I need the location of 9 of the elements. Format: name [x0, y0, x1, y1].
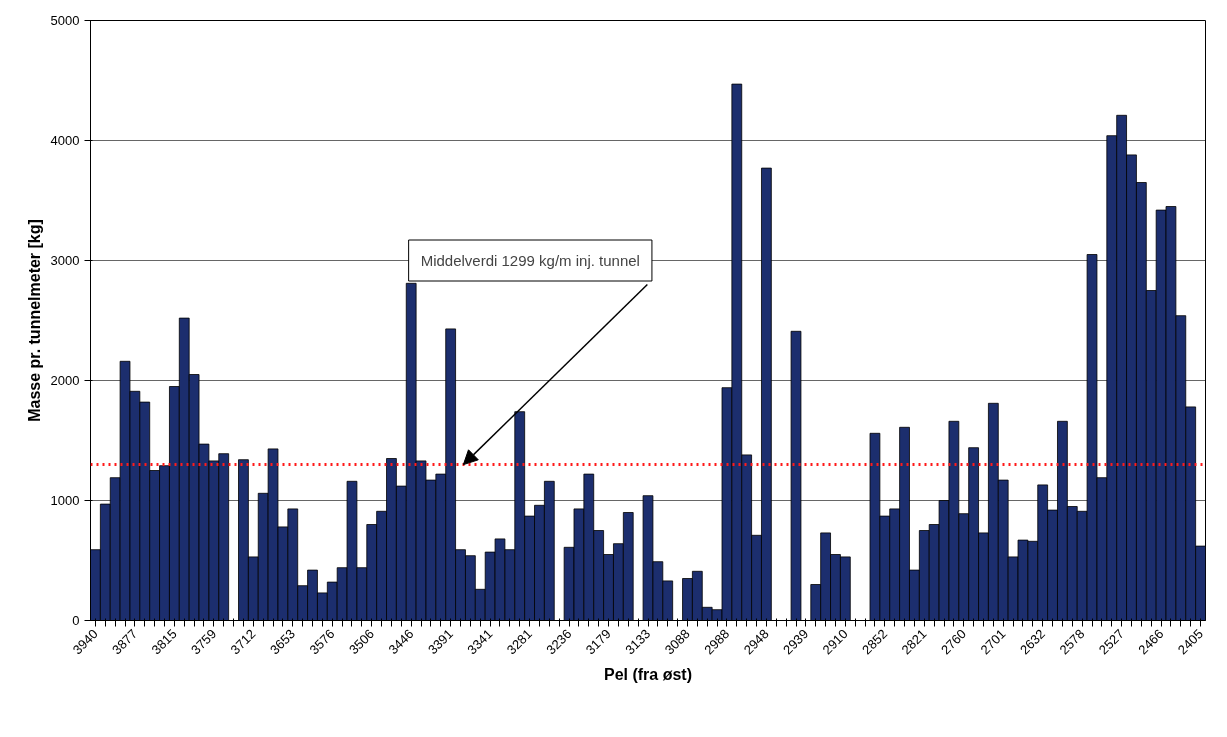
y-tick-label: 5000 [50, 13, 80, 28]
y-tick-label: 3000 [50, 253, 80, 268]
y-tick-label: 4000 [50, 133, 80, 148]
y-tick-label: 1000 [50, 493, 80, 508]
y-tick-label: 2000 [50, 373, 80, 388]
y-axis-title: Masse pr. tunnelmeter [kg] [25, 219, 43, 422]
x-axis-title: Pel (fra øst) [603, 666, 693, 684]
ref-line-label: Middelverdi 1299 kg/m inj. tunnel [420, 252, 640, 269]
y-tick-label: 0 [72, 613, 80, 628]
